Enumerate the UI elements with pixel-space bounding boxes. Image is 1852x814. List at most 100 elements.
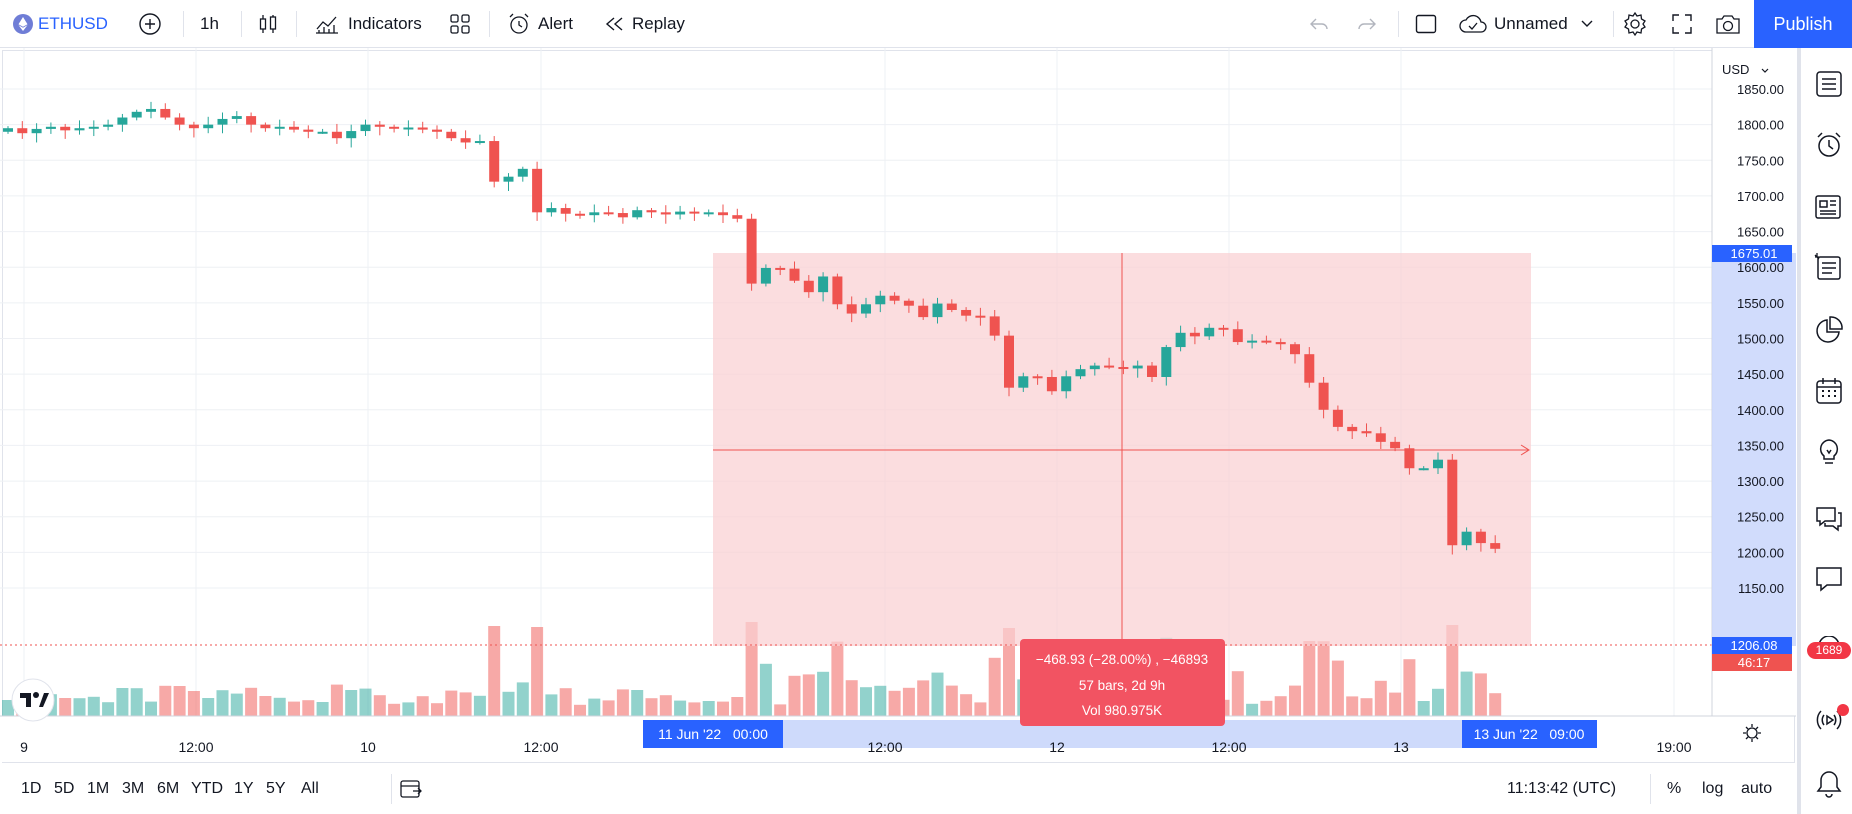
price-tick-label: 1700.00 xyxy=(1737,189,1784,204)
price-tick-label: 1750.00 xyxy=(1737,153,1784,168)
range-button-1y[interactable]: 1Y xyxy=(234,780,254,797)
volume-bar xyxy=(702,701,715,716)
publish-label: Publish xyxy=(1773,13,1833,34)
layout-button[interactable]: Unnamed xyxy=(1458,0,1594,48)
volume-bar xyxy=(945,685,958,716)
candle-body xyxy=(1018,376,1029,388)
candle-body xyxy=(846,304,857,314)
range-button-3m[interactable]: 3M xyxy=(122,780,145,797)
range-button-all[interactable]: All xyxy=(301,780,319,797)
volume-bar xyxy=(774,704,787,716)
price-tick-label: 1500.00 xyxy=(1737,332,1784,347)
notes-icon[interactable] xyxy=(1813,251,1845,283)
volume-bar xyxy=(788,675,801,716)
volume-bar xyxy=(1289,685,1301,716)
chat-bubble-icon[interactable] xyxy=(1813,563,1845,595)
candle-body xyxy=(946,303,957,310)
volume-bar xyxy=(216,690,229,716)
symbol-label: ETHUSD xyxy=(38,14,108,33)
volume-bar xyxy=(2,700,14,716)
pie-chart-icon[interactable] xyxy=(1813,314,1845,346)
candles-icon xyxy=(259,15,277,33)
lightbulb-icon[interactable] xyxy=(1813,436,1845,468)
auto-toggle[interactable]: auto xyxy=(1741,780,1773,797)
volume-bar xyxy=(388,703,401,716)
news-icon[interactable] xyxy=(1813,191,1845,223)
volume-bar xyxy=(316,702,329,716)
candle-body xyxy=(217,118,228,125)
templates-button[interactable] xyxy=(449,0,471,48)
tradingview-logo[interactable] xyxy=(11,678,55,722)
bell-icon[interactable] xyxy=(1813,768,1845,800)
chart-canvas[interactable]: USD 1850.001800.001750.001700.001650.001… xyxy=(0,48,1796,764)
candle-body xyxy=(1247,340,1258,343)
price-tick-label: 1650.00 xyxy=(1737,225,1784,240)
candle-body xyxy=(188,124,199,129)
candle-body xyxy=(1404,448,1415,469)
volume-bar xyxy=(1403,659,1416,716)
alert-button[interactable]: Alert xyxy=(506,0,573,48)
candle-body xyxy=(746,218,757,284)
undo-button[interactable] xyxy=(1308,0,1330,48)
interval-button[interactable]: 1h xyxy=(200,0,219,48)
chart-type-button[interactable] xyxy=(257,0,279,48)
expand-icon xyxy=(1672,14,1692,34)
candle-body xyxy=(1318,382,1329,410)
range-button-5d[interactable]: 5D xyxy=(54,780,75,797)
alerts-clock-icon[interactable] xyxy=(1813,129,1845,161)
snapshot-button[interactable] xyxy=(1714,0,1742,48)
fullscreen-button[interactable] xyxy=(1670,0,1694,48)
fullscreen-mode-button[interactable] xyxy=(1414,0,1438,48)
percent-toggle[interactable]: % xyxy=(1667,780,1682,797)
log-toggle[interactable]: log xyxy=(1702,780,1724,797)
volume-bar xyxy=(545,694,558,716)
candle-body xyxy=(603,212,614,215)
redo-button[interactable] xyxy=(1356,0,1378,48)
range-button-ytd[interactable]: YTD xyxy=(191,780,223,797)
candle-body xyxy=(360,124,371,132)
watchlist-icon[interactable] xyxy=(1813,68,1845,100)
candle-body xyxy=(303,129,314,132)
candle-body xyxy=(74,128,85,131)
settings-button[interactable] xyxy=(1622,0,1648,48)
replay-button[interactable]: Replay xyxy=(604,0,685,48)
range-button-1m[interactable]: 1M xyxy=(87,780,110,797)
streams-icon[interactable] xyxy=(1813,704,1845,736)
calendar-icon[interactable] xyxy=(1813,375,1845,407)
candle-body xyxy=(1375,433,1386,442)
publish-button[interactable]: Publish xyxy=(1754,0,1852,48)
candle-body xyxy=(432,129,442,132)
candle-body xyxy=(789,268,800,281)
volume-bar xyxy=(59,698,72,716)
add-symbol-button[interactable] xyxy=(138,0,162,48)
candle-body xyxy=(1218,327,1229,330)
volume-bar xyxy=(731,697,744,716)
volume-bar xyxy=(416,696,429,716)
price-tick-label: 1550.00 xyxy=(1737,296,1784,311)
clock-label[interactable]: 11:13:42 (UTC) xyxy=(1507,780,1617,797)
candle-body xyxy=(1418,468,1429,471)
range-button-6m[interactable]: 6M xyxy=(157,780,180,797)
range-button-5y[interactable]: 5Y xyxy=(266,780,286,797)
currency-label[interactable]: USD xyxy=(1722,62,1749,77)
replay-icon xyxy=(605,17,623,31)
symbol-search[interactable]: ETHUSD xyxy=(12,0,108,48)
indicators-button[interactable]: Indicators xyxy=(314,0,422,48)
candle-body xyxy=(1475,531,1486,544)
volume-bar xyxy=(402,702,415,716)
chats-icon[interactable] xyxy=(1813,503,1845,535)
axis-settings-button[interactable] xyxy=(1743,724,1761,742)
candle-body xyxy=(689,211,700,214)
current-price-label: 1206.08 xyxy=(1731,638,1778,653)
volume-bar xyxy=(1389,692,1402,716)
candle-body xyxy=(174,117,185,125)
volume-bar xyxy=(145,701,157,716)
volume-bar xyxy=(1474,673,1487,716)
candle-body xyxy=(932,303,943,318)
go-to-date-icon[interactable] xyxy=(399,778,423,800)
candle-body xyxy=(103,124,114,127)
range-button-1d[interactable]: 1D xyxy=(21,780,42,797)
measure-arrow-icon xyxy=(1520,444,1530,456)
alarm-clock-icon xyxy=(509,13,529,34)
volume-bar xyxy=(831,641,844,716)
